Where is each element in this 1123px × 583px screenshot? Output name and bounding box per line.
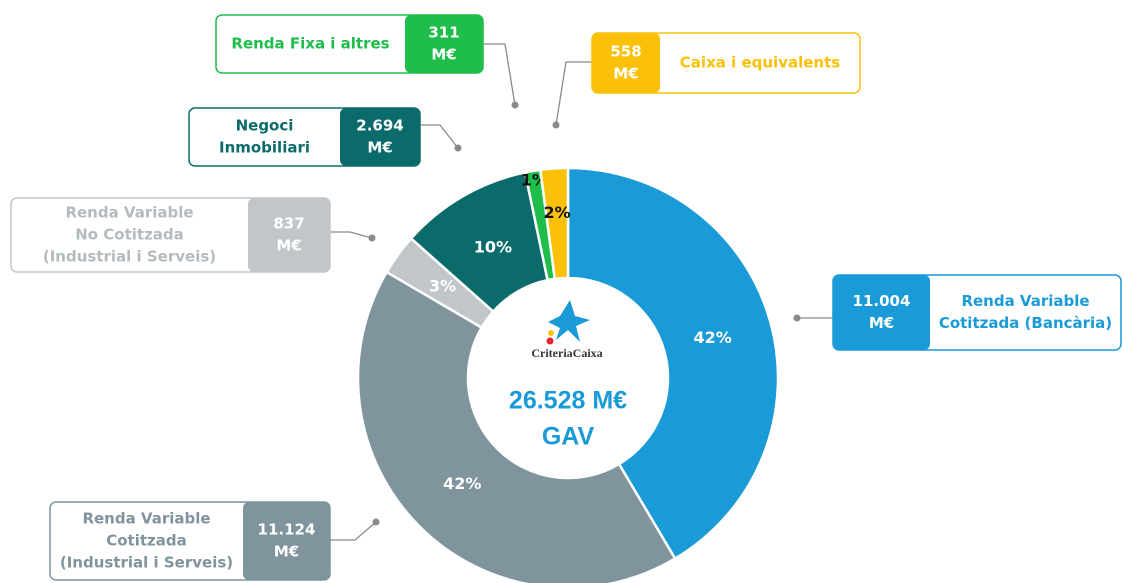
logo-dot (548, 330, 554, 336)
donut-slice (566, 166, 780, 561)
value-unit: M€ (367, 139, 392, 157)
logo-dot (546, 337, 554, 345)
logo-star (548, 300, 590, 342)
callout: 311 M€ Renda Fixa i altres (215, 14, 484, 74)
category-label: (Industrial i Serveis) (60, 554, 233, 572)
value-unit: M€ (431, 46, 456, 64)
value-label: 11.004 (853, 292, 911, 310)
value-label: 11.124 (258, 521, 316, 539)
category-label: No Cotitzada (75, 226, 184, 244)
category-label: Negoci (236, 117, 294, 135)
percent-label: 42% (443, 474, 481, 493)
category-label: Renda Fixa i altres (231, 35, 389, 53)
value-label: 311 (428, 24, 459, 42)
category-label: Cotitzada (106, 532, 187, 550)
leader-lines (330, 43, 833, 541)
percent-label: 10% (474, 238, 512, 257)
center-sublabel: GAV (542, 423, 595, 451)
value-box (405, 15, 483, 73)
callout: 11.004 M€ Renda Variable Cotitzada (Bancàri… (832, 274, 1122, 351)
center-label: 26.528 M€ (509, 387, 627, 415)
value-unit: M€ (613, 65, 638, 83)
value-unit: M€ (276, 237, 301, 255)
percent-label: 42% (694, 328, 732, 347)
category-label: Inmobiliari (219, 139, 310, 157)
callout: 2.694 M€ Negoci Inmobiliari (188, 107, 421, 167)
value-box (340, 108, 420, 166)
value-unit: M€ (274, 543, 299, 561)
value-box (833, 275, 930, 350)
donut-slice (538, 166, 570, 281)
percent-label: 2% (544, 203, 571, 222)
donut-slice (356, 270, 677, 583)
logo: CriteriaCaixa (531, 300, 603, 360)
callout: 558 M€ Caixa i equivalents (591, 32, 861, 94)
value-box (243, 502, 330, 580)
center-disc (470, 280, 666, 476)
value-box (248, 198, 330, 272)
category-label: Cotitzada (Bancària) (939, 314, 1112, 332)
callout: 837 M€ Renda Variable No Cotitzada (Industri… (10, 197, 331, 273)
logo-text: CriteriaCaixa (531, 346, 602, 360)
callout: 11.124 M€ Renda Variable Cotitzada (Industri… (49, 501, 331, 581)
value-label: 837 (273, 215, 304, 233)
category-label: Renda Variable (65, 204, 193, 222)
category-label: Renda Variable (961, 292, 1089, 310)
value-box (592, 33, 660, 93)
value-label: 2.694 (356, 117, 403, 135)
value-unit: M€ (869, 314, 894, 332)
category-label: Renda Variable (82, 510, 210, 528)
percent-label: 3% (429, 276, 456, 295)
category-label: (Industrial i Serveis) (43, 248, 216, 266)
category-label: Caixa i equivalents (680, 54, 840, 72)
value-label: 558 (610, 43, 641, 61)
